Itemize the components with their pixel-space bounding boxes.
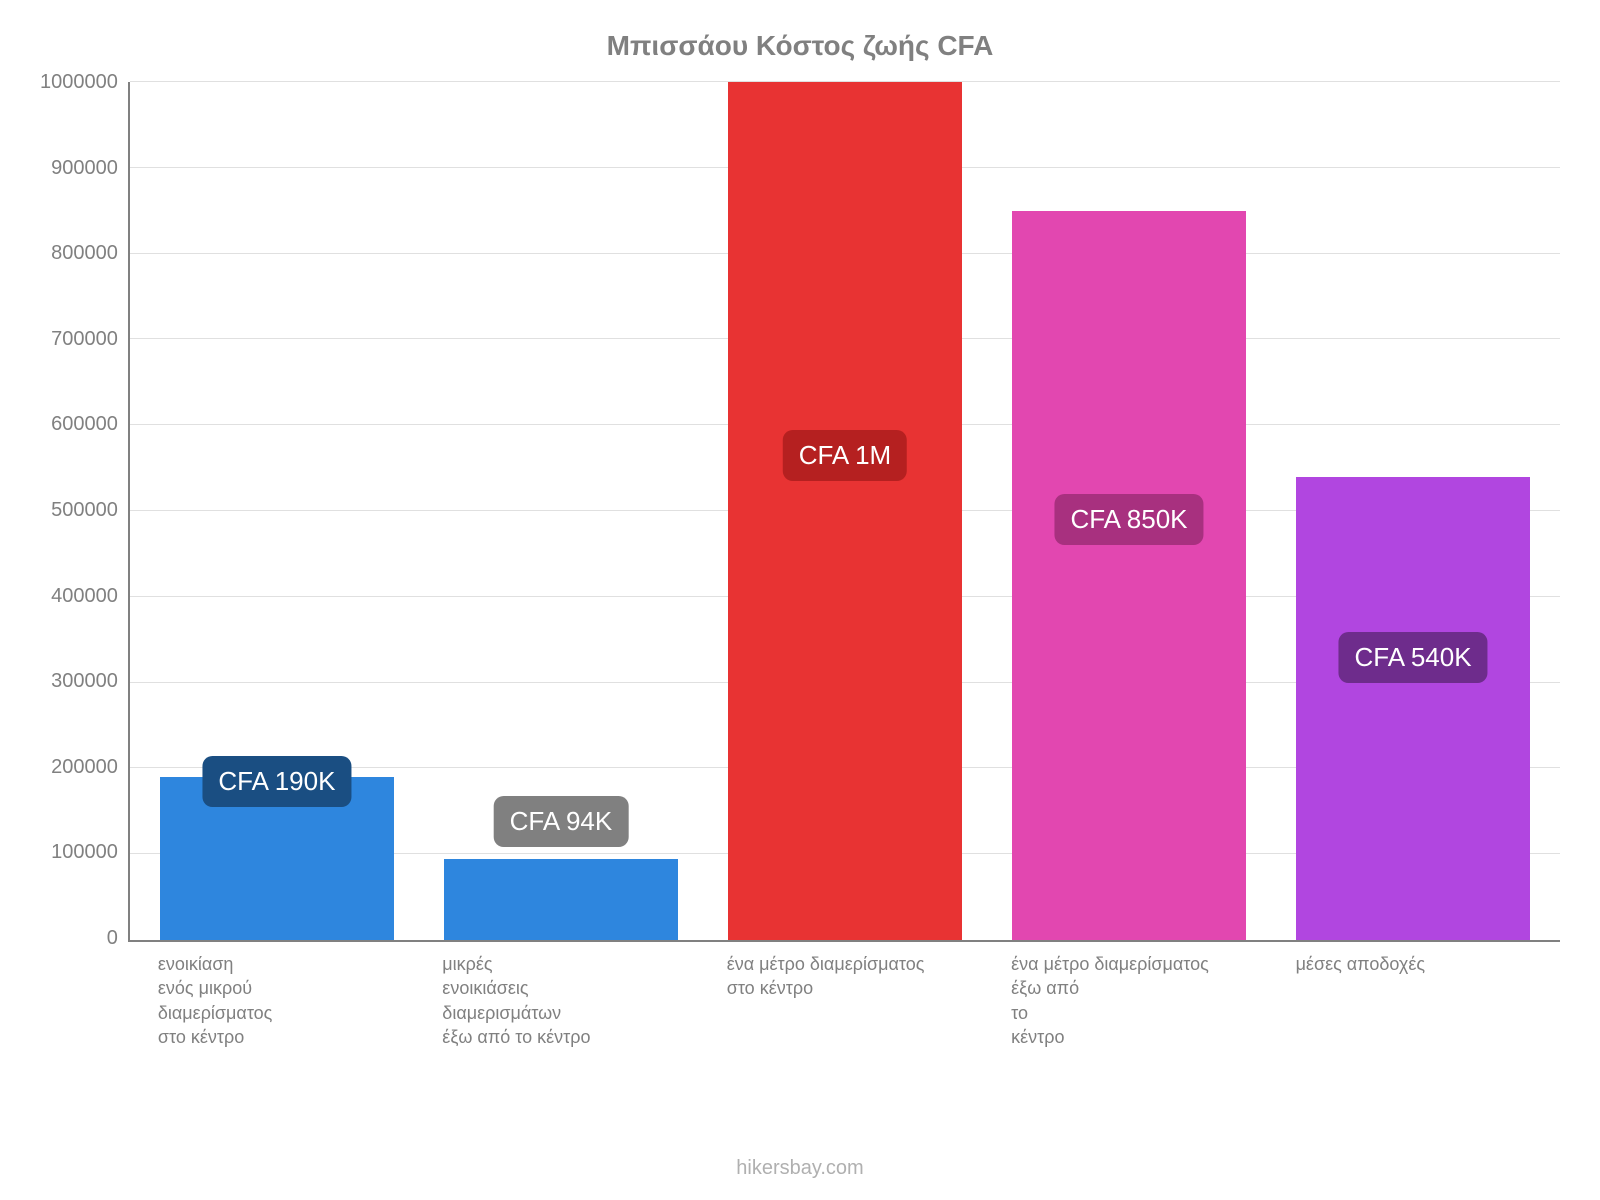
bar-slot: CFA 540K [1296,82,1530,940]
bar [444,859,678,940]
y-tick-label: 300000 [51,669,118,693]
y-tick-label: 0 [107,926,118,950]
y-tick-label: 900000 [51,156,118,180]
value-badge: CFA 190K [202,756,351,807]
y-tick-label: 200000 [51,755,118,779]
y-tick-label: 800000 [51,241,118,265]
y-tick-label: 400000 [51,584,118,608]
bar-slot: CFA 94K [444,82,678,940]
bar-slot: CFA 190K [160,82,394,940]
bars-container: CFA 190K CFA 94K CFA 1M CFA 850K CFA 540K [130,82,1560,940]
bar [728,82,962,940]
x-axis: ενοικίασηενός μικρούδιαμερίσματοςστο κέν… [128,942,1560,1049]
y-tick-label: 700000 [51,327,118,351]
x-axis-label: ένα μέτρο διαμερίσματοςστο κέντρο [727,952,961,1049]
value-badge: CFA 850K [1054,494,1203,545]
bar [1296,477,1530,940]
y-tick-label: 1000000 [40,70,118,94]
plot-column: CFA 190K CFA 94K CFA 1M CFA 850K CFA 540K εν… [128,82,1560,1127]
chart-area: 1000000900000800000700000600000500000400… [40,82,1560,1127]
x-axis-label: μέσες αποδοχές [1296,952,1530,1049]
y-tick-label: 500000 [51,498,118,522]
value-badge: CFA 94K [494,796,629,847]
plot: CFA 190K CFA 94K CFA 1M CFA 850K CFA 540K [128,82,1560,942]
value-badge: CFA 1M [783,430,907,481]
chart-title: Μπισσάου Κόστος ζωής CFA [607,30,994,62]
y-tick-label: 100000 [51,840,118,864]
y-axis: 1000000900000800000700000600000500000400… [40,70,128,950]
x-axis-label: μικρέςενοικιάσειςδιαμερισμάτωνέξω από το… [442,952,676,1049]
bar-slot: CFA 850K [1012,82,1246,940]
bar-slot: CFA 1M [728,82,962,940]
footer-attribution: hikersbay.com [736,1157,863,1180]
value-badge: CFA 540K [1338,632,1487,683]
x-axis-label: ενοικίασηενός μικρούδιαμερίσματοςστο κέν… [158,952,392,1049]
y-tick-label: 600000 [51,412,118,436]
bar [1012,211,1246,940]
x-axis-label: ένα μέτρο διαμερίσματοςέξω απότοκέντρο [1011,952,1245,1049]
